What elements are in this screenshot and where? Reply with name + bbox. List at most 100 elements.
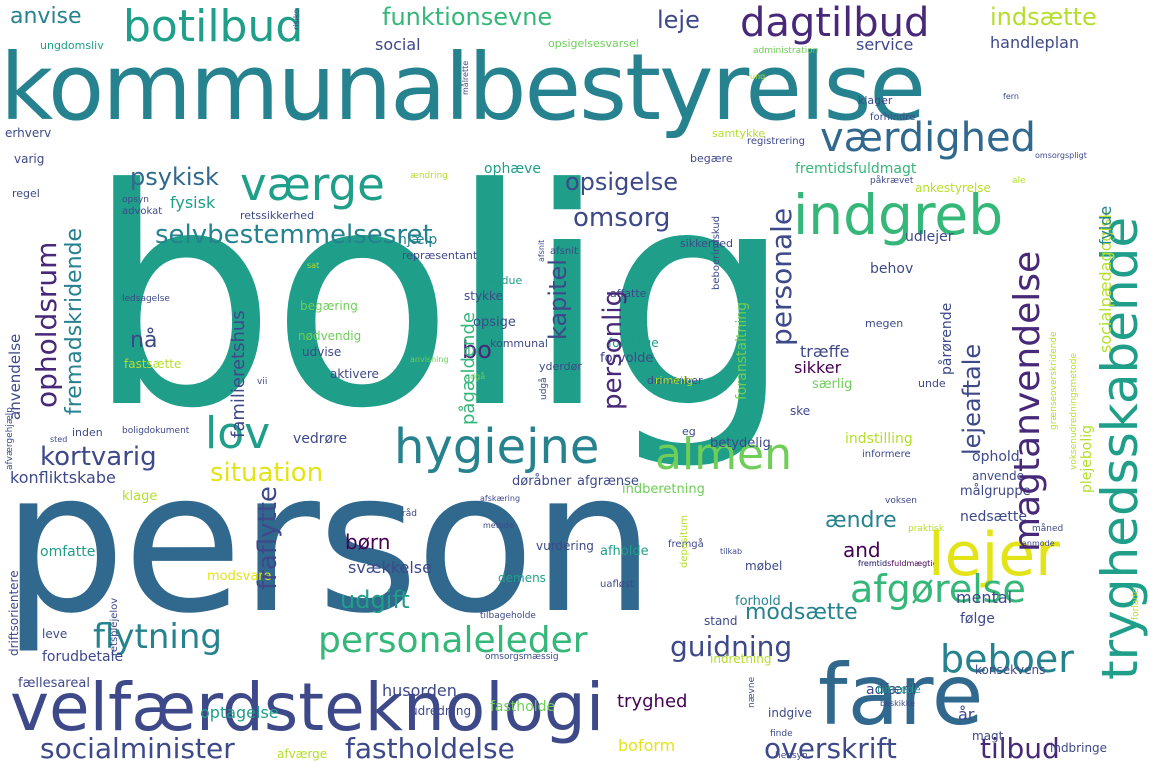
word-anvise: anvise: [10, 4, 82, 29]
word-vii: vii: [257, 377, 268, 387]
word-afgorelse: afgørelse: [850, 567, 1026, 611]
word-forvolde: forvolde: [600, 351, 654, 366]
word-flytning: flytning: [93, 617, 222, 657]
word-administration: administration: [753, 46, 819, 56]
word-omsorgsmaessig: omsorgsmæssig: [485, 652, 559, 662]
word-fylde: fylde: [1096, 205, 1115, 245]
word-maaned: måned: [1032, 524, 1064, 534]
word-kapitel: kapitel: [544, 259, 572, 340]
word-udlejer: udlejer: [905, 229, 954, 245]
word-indgive: indgive: [768, 706, 812, 720]
word-boligdokument: boligdokument: [122, 426, 190, 436]
word-lov: lov: [205, 408, 271, 459]
word-udgift: udgift: [340, 586, 410, 614]
word-afskaering: afskæring: [480, 494, 521, 503]
word-fastsaette: fastsætte: [124, 357, 182, 371]
word-paakraevet: påkrævet: [870, 176, 914, 186]
word-raad: råd: [402, 509, 417, 519]
word-yderdor: yderdør: [539, 360, 582, 373]
word-anvisning: anvisning: [410, 355, 449, 364]
word-faellesareal: fællesareal: [18, 676, 90, 691]
word-erhverv: erhverv: [5, 126, 52, 140]
word-repraesentant: repræsentant: [402, 249, 478, 262]
word-sted: sted: [50, 435, 68, 444]
word-paagaeldende: pågældende: [458, 312, 479, 425]
word-and: and: [843, 538, 881, 562]
word-begaering: begæring: [300, 299, 358, 313]
word-botilbud: botilbud: [123, 1, 304, 52]
word-nodvendig: nødvendig: [298, 329, 362, 343]
word-afholde: afholde: [600, 544, 649, 559]
word-beskikke: beskikke: [880, 699, 915, 708]
word-malgruppe: målgruppe: [960, 484, 1031, 499]
word-ledsagelse: ledsagelse: [122, 294, 170, 304]
word-ung: ung: [750, 72, 766, 81]
word-sikkerhed: sikkerhed: [680, 237, 733, 250]
word-tilbud: tilbud: [980, 732, 1060, 765]
word-demens: demens: [498, 571, 546, 585]
word-overskrift: overskrift: [764, 732, 897, 765]
word-lejer: lejer: [928, 520, 1060, 590]
word-hensyn: hensyn: [775, 751, 808, 761]
word-forlade: forlade: [1131, 588, 1141, 620]
word-leve: leve: [42, 627, 68, 641]
word-tilbageholde: tilbageholde: [480, 611, 536, 621]
word-sikker: sikker: [794, 358, 842, 377]
word-doraabner: døråbner: [512, 474, 572, 489]
word-varig: varig: [14, 152, 45, 166]
word-vurdering: vurdering: [536, 539, 594, 553]
word-indberetning: indberetning: [622, 482, 705, 497]
word-inden: inden: [72, 426, 103, 439]
word-fremtid: fremtid: [858, 559, 888, 568]
word-tiltraede: tiltræde: [877, 683, 921, 696]
word-udredning: udredning: [410, 704, 472, 718]
word-retssikkerhed: retssikkerhed: [240, 209, 315, 222]
word-opsigelsesvarsel: opsigelsesvarsel: [548, 37, 639, 50]
word-sat: sat: [307, 261, 320, 270]
word-indretning: indretning: [710, 652, 772, 666]
word-depositum: depositum: [679, 515, 690, 568]
word-graenseoverskridende: grænseoverskridende: [1049, 331, 1059, 430]
word-svaekkelse: svækkelse: [348, 558, 432, 577]
word-bolig: bolig: [86, 125, 793, 474]
word-registrering: registrering: [747, 136, 805, 147]
word-praktisk: praktisk: [908, 524, 945, 534]
word-samtykke: samtykke: [712, 127, 766, 140]
word-fysisk: fysisk: [170, 193, 216, 212]
word-forhindre: forhindre: [870, 112, 916, 123]
word-beboer: beboer: [940, 637, 1074, 681]
word-person: person: [2, 429, 655, 656]
word-born: børn: [345, 530, 391, 554]
word-opsigelse: opsigelse: [565, 168, 679, 196]
word-indgreb: indgreb: [793, 183, 1004, 247]
word-afgraense: afgrænse: [577, 474, 639, 489]
word-magtanvendelse: magtanvendelse: [1007, 250, 1048, 552]
word-optagelse: optagelse: [200, 703, 279, 722]
word-leje: leje: [657, 6, 700, 34]
word-ar: år: [958, 705, 975, 724]
word-anmode: anmode: [1022, 539, 1055, 548]
word-fremgaa: fremgå: [668, 539, 704, 550]
word-ophold: ophold: [972, 449, 1020, 465]
word-informere: informere: [862, 449, 911, 460]
word-omsorg: omsorg: [573, 203, 671, 233]
word-driftsorientere: driftsorientere: [7, 570, 21, 656]
word-regel: regel: [12, 187, 40, 200]
word-magt: magt: [972, 729, 1004, 743]
word-fare: fare: [818, 646, 984, 744]
word-personaleleder: personaleleder: [318, 620, 588, 661]
word-vedrore: vedrøre: [293, 431, 348, 447]
word-stykke: stykke: [464, 289, 503, 303]
word-ske: ske: [790, 404, 811, 418]
word-folge: følge: [960, 611, 995, 627]
word-omsorgspligt: omsorgspligt: [1035, 151, 1087, 160]
word-vaerdighed: værdighed: [820, 115, 1036, 161]
word-afsnit-vertical: afsnit: [537, 239, 546, 262]
word-foranstaltning: foranstaltning: [734, 302, 750, 400]
word-afvaerge: afværge: [277, 747, 328, 761]
word-udgaa: udgå: [465, 372, 486, 381]
word-kommunal: kommunal: [490, 337, 548, 350]
word-ale: ale: [1012, 176, 1026, 186]
word-selvbestemmelsesret: selvbestemmelsesret: [155, 220, 433, 250]
